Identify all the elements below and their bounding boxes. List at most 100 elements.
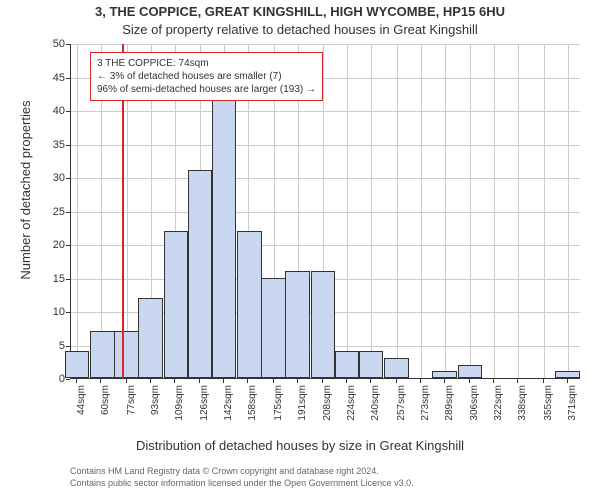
xtick-label: 93sqm (150, 385, 161, 435)
xtick-label: 224sqm (346, 385, 357, 435)
xtick-label: 77sqm (126, 385, 137, 435)
ytick-label: 10 (35, 306, 65, 318)
xtick-label: 355sqm (543, 385, 554, 435)
gridline-v (518, 44, 519, 378)
gridline-h (71, 111, 580, 112)
gridline-h (71, 245, 580, 246)
histogram-bar (384, 358, 409, 378)
xtick-mark (567, 379, 568, 383)
gridline-h (71, 44, 580, 45)
ytick-mark (66, 212, 70, 213)
xtick-mark (174, 379, 175, 383)
gridline-v (397, 44, 398, 378)
ytick-mark (66, 346, 70, 347)
xtick-mark (444, 379, 445, 383)
footer-line2: Contains public sector information licen… (70, 478, 414, 490)
gridline-v (77, 44, 78, 378)
ytick-mark (66, 379, 70, 380)
xtick-mark (76, 379, 77, 383)
histogram-bar (285, 271, 310, 378)
histogram-bar (188, 170, 213, 378)
ytick-mark (66, 178, 70, 179)
xtick-mark (493, 379, 494, 383)
footer-line1: Contains HM Land Registry data © Crown c… (70, 466, 414, 478)
annotation-line3: 96% of semi-detached houses are larger (… (97, 83, 316, 96)
ytick-mark (66, 279, 70, 280)
xtick-label: 306sqm (469, 385, 480, 435)
ytick-label: 15 (35, 273, 65, 285)
xtick-label: 322sqm (493, 385, 504, 435)
gridline-v (445, 44, 446, 378)
ytick-label: 45 (35, 72, 65, 84)
histogram-bar (138, 298, 163, 378)
xtick-mark (517, 379, 518, 383)
histogram-bar (114, 331, 139, 378)
histogram-bar (237, 231, 262, 378)
xtick-mark (150, 379, 151, 383)
xtick-label: 142sqm (223, 385, 234, 435)
gridline-v (347, 44, 348, 378)
ytick-mark (66, 78, 70, 79)
annotation-line2: ← 3% of detached houses are smaller (7) (97, 70, 316, 83)
gridline-v (371, 44, 372, 378)
xtick-label: 338sqm (517, 385, 528, 435)
gridline-v (421, 44, 422, 378)
xtick-label: 109sqm (174, 385, 185, 435)
xtick-mark (396, 379, 397, 383)
ytick-mark (66, 245, 70, 246)
y-axis-label: Number of detached properties (18, 80, 33, 300)
xtick-label: 126sqm (199, 385, 210, 435)
reference-annotation: 3 THE COPPICE: 74sqm ← 3% of detached ho… (90, 52, 323, 101)
footer-attribution: Contains HM Land Registry data © Crown c… (70, 466, 414, 489)
x-axis-label: Distribution of detached houses by size … (0, 438, 600, 453)
xtick-label: 371sqm (567, 385, 578, 435)
xtick-mark (223, 379, 224, 383)
chart-title-address: 3, THE COPPICE, GREAT KINGSHILL, HIGH WY… (0, 4, 600, 19)
ytick-label: 0 (35, 373, 65, 385)
histogram-bar (311, 271, 336, 378)
gridline-v (568, 44, 569, 378)
gridline-v (544, 44, 545, 378)
gridline-v (470, 44, 471, 378)
xtick-mark (126, 379, 127, 383)
ytick-mark (66, 44, 70, 45)
histogram-bar (432, 371, 457, 378)
ytick-label: 5 (35, 340, 65, 352)
ytick-mark (66, 111, 70, 112)
xtick-mark (247, 379, 248, 383)
xtick-label: 44sqm (76, 385, 87, 435)
xtick-mark (370, 379, 371, 383)
histogram-bar (164, 231, 189, 378)
histogram-bar (555, 371, 580, 378)
xtick-label: 257sqm (396, 385, 407, 435)
gridline-h (71, 178, 580, 179)
histogram-bar (335, 351, 360, 378)
xtick-mark (543, 379, 544, 383)
gridline-h (71, 212, 580, 213)
xtick-mark (322, 379, 323, 383)
histogram-bar (261, 278, 286, 379)
ytick-label: 30 (35, 172, 65, 184)
ytick-label: 35 (35, 139, 65, 151)
xtick-label: 273sqm (420, 385, 431, 435)
histogram-bar (359, 351, 384, 378)
ytick-label: 25 (35, 206, 65, 218)
xtick-label: 208sqm (322, 385, 333, 435)
xtick-mark (273, 379, 274, 383)
xtick-label: 60sqm (100, 385, 111, 435)
annotation-line1: 3 THE COPPICE: 74sqm (97, 57, 316, 70)
gridline-v (494, 44, 495, 378)
histogram-bar (90, 331, 115, 378)
xtick-label: 175sqm (273, 385, 284, 435)
ytick-mark (66, 145, 70, 146)
xtick-mark (100, 379, 101, 383)
xtick-label: 158sqm (247, 385, 258, 435)
gridline-h (71, 145, 580, 146)
ytick-label: 20 (35, 239, 65, 251)
xtick-mark (346, 379, 347, 383)
xtick-mark (199, 379, 200, 383)
xtick-mark (297, 379, 298, 383)
histogram-bar (212, 77, 237, 379)
chart-subtitle: Size of property relative to detached ho… (0, 22, 600, 37)
ytick-label: 40 (35, 105, 65, 117)
